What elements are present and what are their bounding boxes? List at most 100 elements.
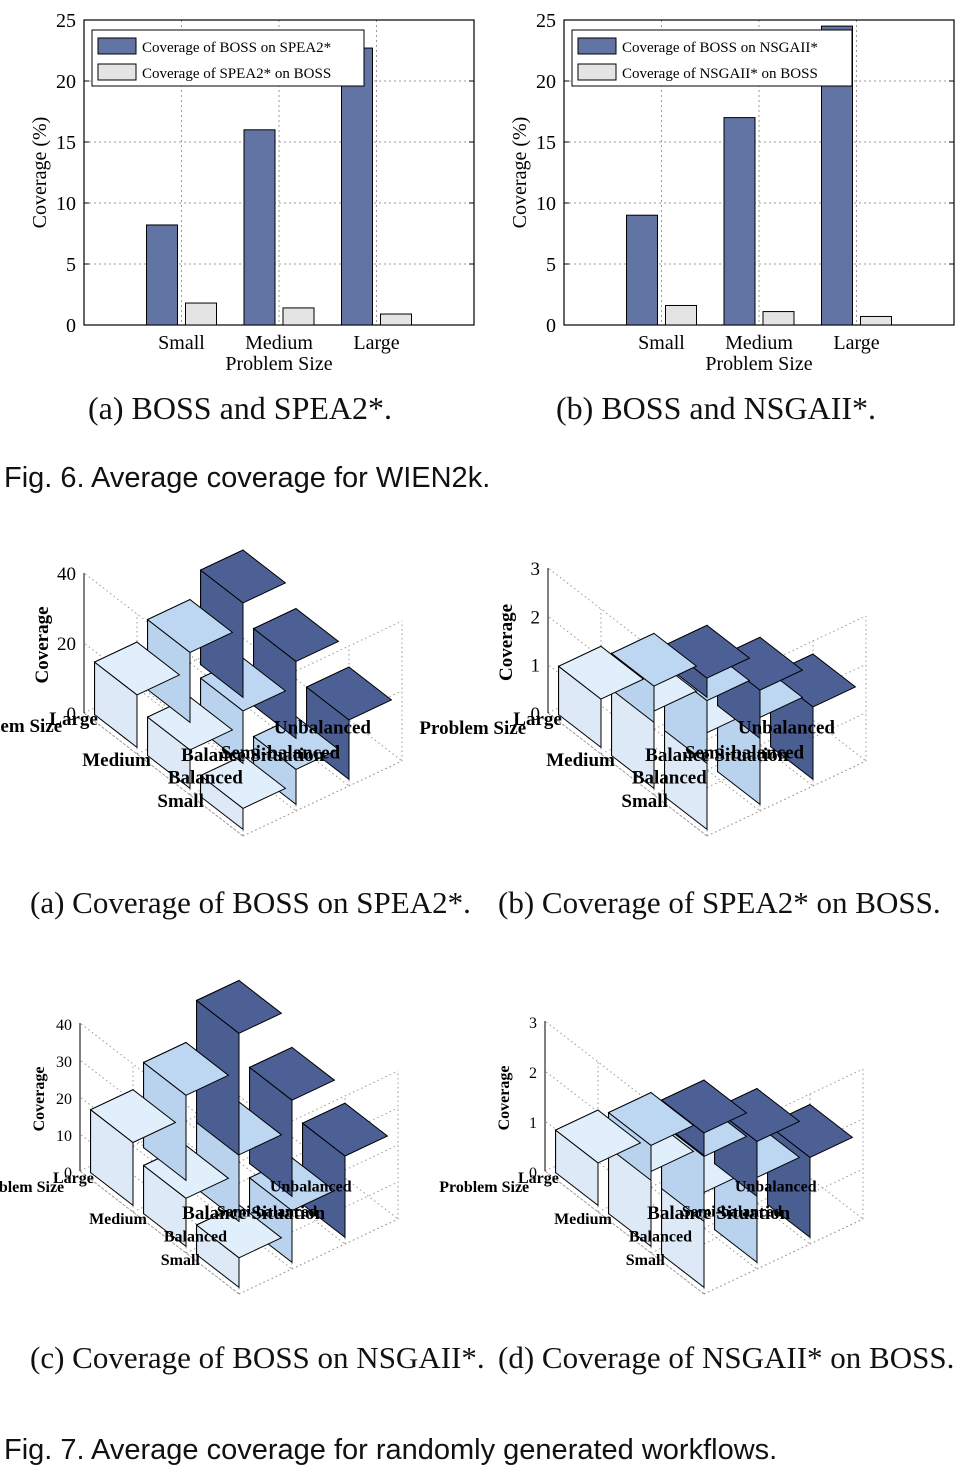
y-tick-label: 20	[56, 71, 76, 93]
bar-face-top	[142, 1041, 230, 1096]
z-tick-label: 3	[531, 559, 541, 580]
legend-swatch	[577, 37, 617, 55]
legend-label: Coverage of SPEA2* on BOSS	[142, 66, 331, 82]
z-tick-label: 2	[529, 1065, 537, 1082]
y-tick-label: 0	[66, 315, 76, 337]
y-tick-label: 10	[56, 193, 76, 215]
fig7c-chart: 0 10 20 30 40 Coverage Small Medium LargeProblem…	[0, 979, 399, 1295]
y-tick-label: 5	[66, 254, 76, 276]
x-tick-label: Medium	[725, 332, 793, 354]
balance-axis-label: Balance Situation	[645, 745, 788, 766]
legend-box	[91, 29, 365, 87]
balance-axis-label: Balance Situation	[647, 1203, 790, 1224]
legend-label: Coverage of BOSS on SPEA2*	[142, 40, 331, 56]
size-axis-label: Problem Size	[0, 1179, 64, 1196]
grid-line	[544, 1170, 705, 1295]
bar-small-series2	[185, 302, 217, 326]
z-tick-label: 1	[529, 1115, 537, 1132]
bar-face-top	[146, 599, 234, 653]
size-axis-label: Problem Size	[0, 716, 62, 737]
bar-small-series1	[626, 214, 658, 326]
y-axis-label: Coverage (%)	[29, 117, 51, 229]
bar-face-top	[89, 1089, 177, 1144]
z-axis-label: Coverage	[496, 604, 517, 681]
grid-line	[79, 1059, 240, 1184]
bar-medium-series1	[243, 129, 276, 326]
grid-line	[547, 615, 708, 740]
plot-frame	[83, 19, 475, 326]
grid-line	[185, 1120, 346, 1245]
balance-tick-label: Balanced	[168, 767, 243, 788]
y-tick-label: 20	[536, 71, 556, 93]
bar-small-balanced	[195, 1204, 283, 1289]
z-tick-label: 30	[56, 1054, 72, 1071]
size-tick-label: Large	[53, 1170, 94, 1187]
balance-axis-label: Balance Situation	[181, 745, 324, 766]
bar-medium-series2	[282, 307, 315, 326]
bar-face-top	[248, 1046, 336, 1101]
bar-large-series2	[860, 315, 892, 326]
legend-swatch	[97, 37, 137, 55]
balance-tick-label: Balanced	[164, 1228, 227, 1245]
balance-tick-label: Unbalanced	[735, 1178, 817, 1195]
y-tick-label: 25	[536, 10, 556, 32]
plot-frame	[563, 19, 955, 326]
z-tick-label: 0	[531, 704, 541, 725]
grid-line	[83, 712, 244, 837]
grid-line	[653, 662, 814, 787]
grid-line	[600, 687, 761, 812]
bar-face-top	[93, 641, 181, 696]
balance-tick-label: Semi-balanced	[682, 1203, 783, 1220]
grid-line	[79, 1022, 240, 1147]
bar-face-top	[660, 1079, 748, 1134]
grid-line	[79, 1170, 240, 1295]
z-tick-label: 10	[56, 1128, 72, 1145]
bar-small-unbalanced	[305, 666, 393, 781]
bar-face-top	[195, 1204, 283, 1259]
bar-face-top	[610, 632, 698, 687]
fig7-caption: Fig. 7. Average coverage for randomly ge…	[4, 1434, 778, 1466]
size-tick-label: Medium	[554, 1211, 612, 1228]
fig6a-subcaption: (a) BOSS and SPEA2*.	[88, 390, 393, 426]
size-axis-label: Problem Size	[439, 1179, 529, 1196]
z-axis-label: Coverage	[31, 1067, 48, 1132]
legend-swatch	[577, 63, 617, 81]
balance-tick-label: Semi-balanced	[221, 742, 341, 763]
z-tick-label: 0	[67, 704, 77, 725]
x-tick-label: Small	[158, 332, 205, 354]
grid-line	[703, 1095, 864, 1220]
grid-line	[544, 1070, 705, 1195]
fig7d-subcaption: (d) Coverage of NSGAII* on BOSS.	[498, 1340, 955, 1375]
grid-line	[79, 1170, 240, 1295]
balance-tick-label: Unbalanced	[274, 717, 372, 738]
fig6a-chart: Small Medium Large 0 5 10 15 20 25 Problem Size Co…	[29, 10, 475, 375]
x-tick-label: Small	[638, 332, 685, 354]
grid-line	[83, 572, 244, 697]
z-axis-label: Coverage	[496, 1066, 513, 1131]
bar-medium-unbalanced	[252, 607, 340, 740]
bar-face-top	[713, 1088, 801, 1142]
size-tick-label: Large	[513, 709, 562, 730]
balance-tick-label: Semi-balanced	[217, 1203, 318, 1220]
bar-face-top	[301, 1102, 389, 1157]
bar-small-series1	[146, 224, 178, 326]
grid-line	[238, 1095, 399, 1220]
z-tick-label: 40	[56, 1017, 72, 1034]
z-tick-label: 20	[57, 634, 76, 655]
grid-line	[650, 1120, 811, 1245]
bar-large-balanced	[557, 645, 645, 749]
grid-line	[544, 1170, 705, 1295]
z-tick-label: 20	[56, 1091, 72, 1108]
y-tick-label: 15	[56, 132, 76, 154]
x-tick-label: Large	[353, 332, 399, 354]
grid-line	[597, 1145, 758, 1270]
bar-face-top	[554, 1109, 642, 1164]
size-tick-label: Small	[621, 791, 667, 812]
size-axis-label: Problem Size	[419, 718, 526, 739]
fig6b-chart: Small Medium Large 0 5 10 15 20 25 Problem Size Co…	[509, 10, 955, 375]
grid-line	[189, 662, 350, 787]
bar-large-balanced	[89, 1088, 177, 1207]
grid-line	[544, 1020, 705, 1145]
